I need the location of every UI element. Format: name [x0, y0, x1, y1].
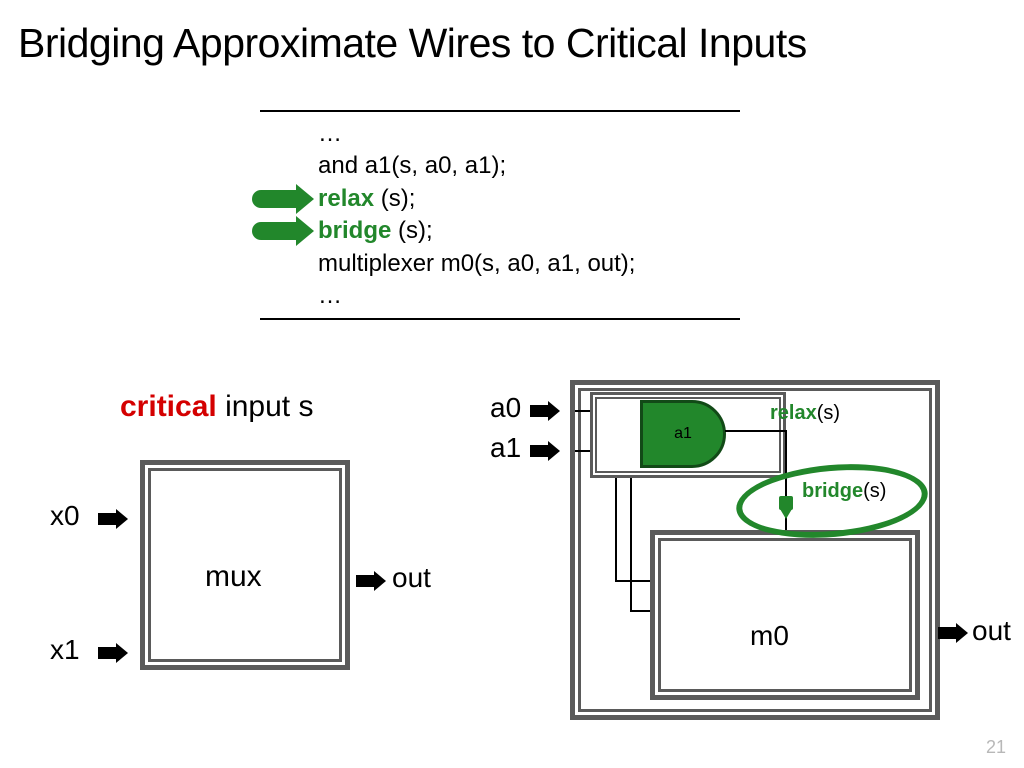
keyword-bridge: bridge [318, 217, 391, 244]
slide-title: Bridging Approximate Wires to Critical I… [18, 20, 1006, 67]
port-icon [98, 647, 118, 659]
page-number: 21 [986, 737, 1006, 758]
code-line: and a1(s, a0, a1); [260, 150, 740, 182]
code-line: bridge (s); [260, 215, 740, 247]
mux-label: mux [205, 560, 262, 594]
out-label: out [972, 615, 1011, 647]
m0-label: m0 [750, 620, 789, 652]
rule-top [260, 110, 740, 112]
relax-annotation: relax(s) [770, 402, 840, 425]
x0-label: x0 [50, 500, 80, 532]
port-icon [530, 405, 550, 417]
code-block: … and a1(s, a0, a1); relax (s); bridge (… [260, 110, 740, 320]
critical-word: critical [120, 390, 217, 423]
arrow-icon [252, 222, 300, 240]
relax-arg: (s) [817, 402, 840, 424]
rule-bottom [260, 318, 740, 320]
critical-label: critical input s [120, 390, 313, 424]
code-line: … [260, 118, 740, 150]
and-gate: a1 [640, 400, 726, 468]
port-icon [938, 627, 958, 639]
bridge-kw: bridge [802, 480, 863, 502]
gate-label: a1 [674, 425, 692, 443]
code-line: multiplexer m0(s, a0, a1, out); [260, 248, 740, 280]
wire [725, 430, 785, 432]
critical-rest: input s [217, 390, 314, 423]
code-line: … [260, 280, 740, 312]
code-text: (s); [391, 217, 432, 244]
wire [630, 610, 651, 612]
mux-diagram: critical input s mux x0 x1 out [30, 390, 470, 720]
port-top-icon [30, 390, 42, 410]
a0-label: a0 [490, 392, 521, 424]
arrow-icon [252, 190, 300, 208]
port-icon [356, 575, 376, 587]
bridge-diagram: a0 a1 a1 m0 out relax(s) bridge(s) [480, 380, 1010, 740]
x1-label: x1 [50, 634, 80, 666]
relax-kw: relax [770, 402, 817, 424]
code-text: (s); [374, 185, 415, 212]
bridge-annotation: bridge(s) [802, 480, 886, 503]
port-icon [530, 445, 550, 457]
keyword-relax: relax [318, 185, 374, 212]
out-label: out [392, 562, 431, 594]
wire [615, 580, 651, 582]
a1-label: a1 [490, 432, 521, 464]
code-line: relax (s); [260, 183, 740, 215]
port-icon [98, 513, 118, 525]
m0-box [650, 530, 920, 700]
bridge-arg: (s) [863, 480, 886, 502]
